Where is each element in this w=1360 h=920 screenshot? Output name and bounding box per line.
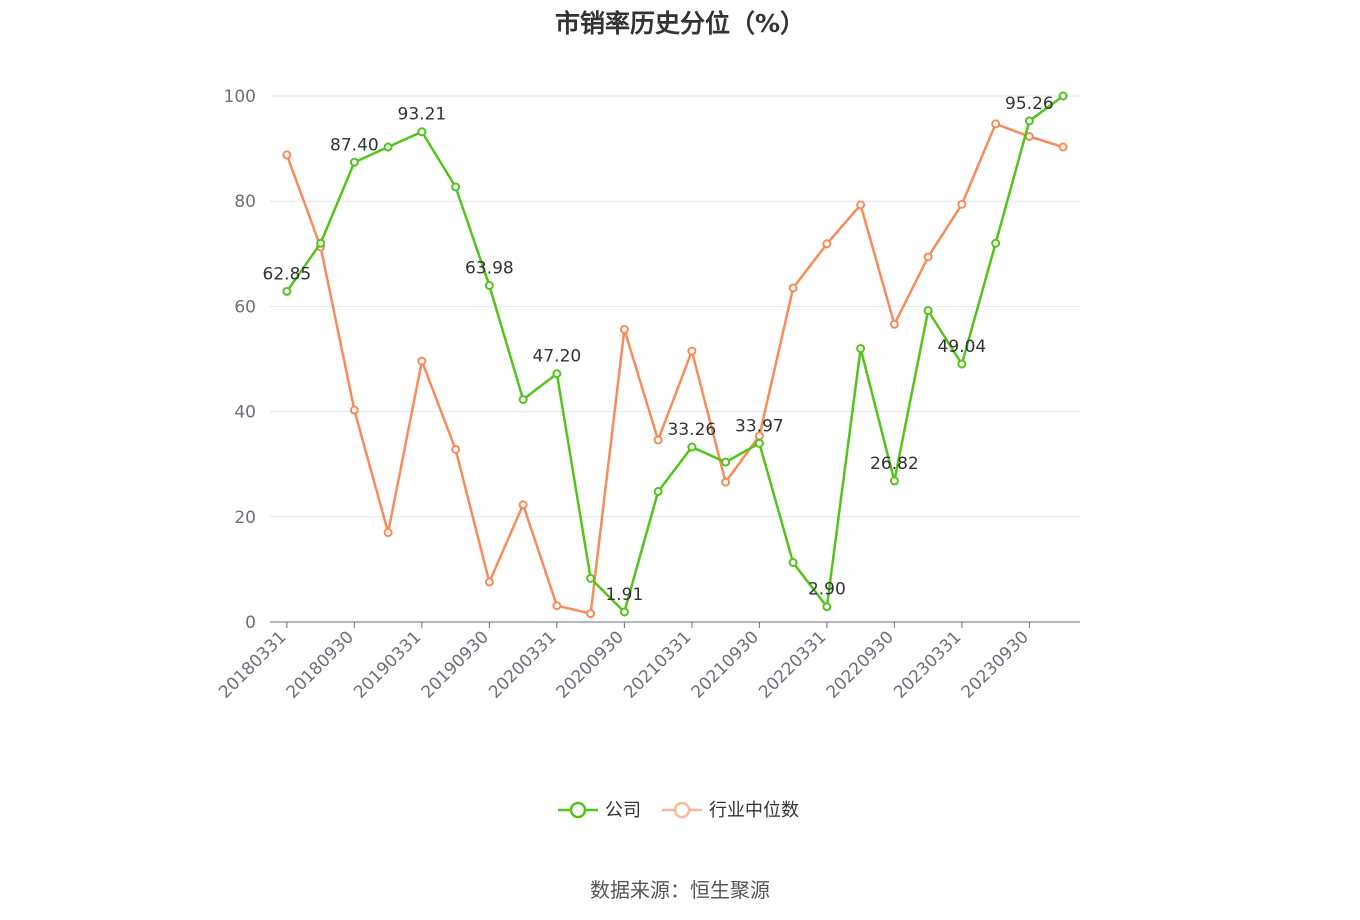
x-tick-label-20190331: 20190331 bbox=[350, 627, 425, 702]
point-company-20180630 bbox=[316, 238, 326, 248]
series-group bbox=[282, 91, 1068, 619]
point-company-20180930 bbox=[349, 157, 359, 167]
data-label-20180331: 62.85 bbox=[263, 264, 312, 284]
point-company-20181231 bbox=[383, 142, 393, 152]
chart-title: 市销率历史分位（%） bbox=[554, 9, 806, 38]
legend-label-industry: 行业中位数 bbox=[709, 800, 799, 821]
y-tick-label-0: 0 bbox=[245, 613, 256, 633]
legend-marker-company bbox=[569, 801, 587, 819]
point-industry-20211231 bbox=[788, 283, 798, 293]
point-company-20230331 bbox=[957, 359, 967, 369]
data-label-20230331: 49.04 bbox=[938, 337, 987, 357]
point-industry-20181231 bbox=[383, 528, 393, 538]
point-industry-20230331 bbox=[957, 199, 967, 209]
point-company-20210630 bbox=[721, 457, 731, 467]
point-company-20200630 bbox=[586, 573, 596, 583]
point-industry-20190630 bbox=[451, 444, 461, 454]
x-tick-label-20180930: 20180930 bbox=[283, 627, 358, 702]
y-tick-label-100: 100 bbox=[224, 87, 256, 107]
point-industry-20230630 bbox=[991, 119, 1001, 129]
point-company-20211231 bbox=[788, 558, 798, 568]
legend-item-company[interactable]: 公司 bbox=[558, 800, 641, 821]
line-chart: 0 20 40 60 80 100 201803312018093020190331201… bbox=[215, 87, 1080, 821]
point-company-20220930 bbox=[889, 476, 899, 486]
point-industry-20210331 bbox=[687, 346, 697, 356]
y-tick-label-40: 40 bbox=[234, 403, 256, 423]
point-industry-20200630 bbox=[586, 609, 596, 619]
x-tick-label-20200331: 20200331 bbox=[485, 627, 560, 702]
data-label-20190331: 93.21 bbox=[398, 105, 447, 125]
point-industry-20200331 bbox=[552, 601, 562, 611]
x-tick-label-20230930: 20230930 bbox=[958, 627, 1033, 702]
point-company-20221231 bbox=[923, 306, 933, 316]
y-tick-label-80: 80 bbox=[234, 192, 256, 212]
point-company-20230930 bbox=[1024, 116, 1034, 126]
point-company-20200930 bbox=[619, 607, 629, 617]
data-label-20230930: 95.26 bbox=[1005, 94, 1054, 114]
point-industry-20200930 bbox=[619, 325, 629, 335]
grid-lines bbox=[270, 95, 1080, 518]
series-line-industry bbox=[285, 122, 1064, 615]
data-label-20180930: 87.40 bbox=[330, 135, 379, 155]
legend[interactable]: 公司 行业中位数 bbox=[558, 800, 799, 821]
point-industry-20180930 bbox=[349, 405, 359, 415]
x-tick-label-20200930: 20200930 bbox=[553, 627, 628, 702]
legend-marker-industry bbox=[673, 801, 691, 819]
legend-label-company: 公司 bbox=[605, 800, 641, 821]
point-company-20231231 bbox=[1058, 91, 1068, 101]
point-industry-20191231 bbox=[518, 500, 528, 510]
point-company-20190630 bbox=[451, 182, 461, 192]
point-industry-20210630 bbox=[721, 477, 731, 487]
data-label-20220331: 2.90 bbox=[808, 580, 846, 600]
point-industry-20190331 bbox=[417, 356, 427, 366]
point-company-20230630 bbox=[991, 238, 1001, 248]
x-tick-label-20210930: 20210930 bbox=[688, 627, 763, 702]
point-industry-20190930 bbox=[484, 577, 494, 587]
point-company-20201231 bbox=[653, 487, 663, 497]
data-label-20210930: 33.97 bbox=[735, 416, 784, 436]
point-industry-20201231 bbox=[653, 435, 663, 445]
point-industry-20221231 bbox=[923, 252, 933, 262]
point-company-20200331 bbox=[552, 369, 562, 379]
data-label-20200331: 47.20 bbox=[533, 347, 582, 367]
x-tick-label-20210331: 20210331 bbox=[620, 627, 695, 702]
point-company-20220630 bbox=[856, 343, 866, 353]
point-industry-20220331 bbox=[822, 239, 832, 249]
point-company-20210930 bbox=[754, 438, 764, 448]
y-axis: 0 20 40 60 80 100 bbox=[224, 87, 256, 633]
x-tick-label-20220331: 20220331 bbox=[755, 627, 830, 702]
point-company-20210331 bbox=[687, 442, 697, 452]
point-company-20190930 bbox=[484, 280, 494, 290]
x-tick-label-20180331: 20180331 bbox=[215, 627, 290, 702]
point-company-20191231 bbox=[518, 395, 528, 405]
data-label-20200930: 1.91 bbox=[605, 585, 643, 605]
data-label-20190930: 63.98 bbox=[465, 258, 514, 278]
x-tick-label-20190930: 20190930 bbox=[418, 627, 493, 702]
point-industry-20180331 bbox=[282, 150, 292, 160]
y-tick-label-60: 60 bbox=[234, 297, 256, 317]
point-industry-20220930 bbox=[889, 319, 899, 329]
point-company-20190331 bbox=[417, 127, 427, 137]
point-company-20220331 bbox=[822, 602, 832, 612]
y-tick-label-20: 20 bbox=[234, 508, 256, 528]
data-label-20220930: 26.82 bbox=[870, 454, 919, 474]
series-line-company bbox=[285, 94, 1064, 614]
data-label-20210331: 33.26 bbox=[668, 420, 717, 440]
point-company-20180331 bbox=[282, 286, 292, 296]
x-tick-label-20220930: 20220930 bbox=[823, 627, 898, 702]
x-axis: 2018033120180930201903312019093020200331… bbox=[215, 621, 1080, 703]
legend-item-industry[interactable]: 行业中位数 bbox=[662, 800, 799, 821]
point-industry-20231231 bbox=[1058, 142, 1068, 152]
point-industry-20220630 bbox=[856, 200, 866, 210]
data-source-note: 数据来源：恒生聚源 bbox=[590, 878, 770, 902]
data-labels: 62.85 87.40 93.21 63.98 47.20 1.91 33.26 33.97 2… bbox=[263, 94, 1054, 605]
x-tick-label-20230331: 20230331 bbox=[890, 627, 965, 702]
